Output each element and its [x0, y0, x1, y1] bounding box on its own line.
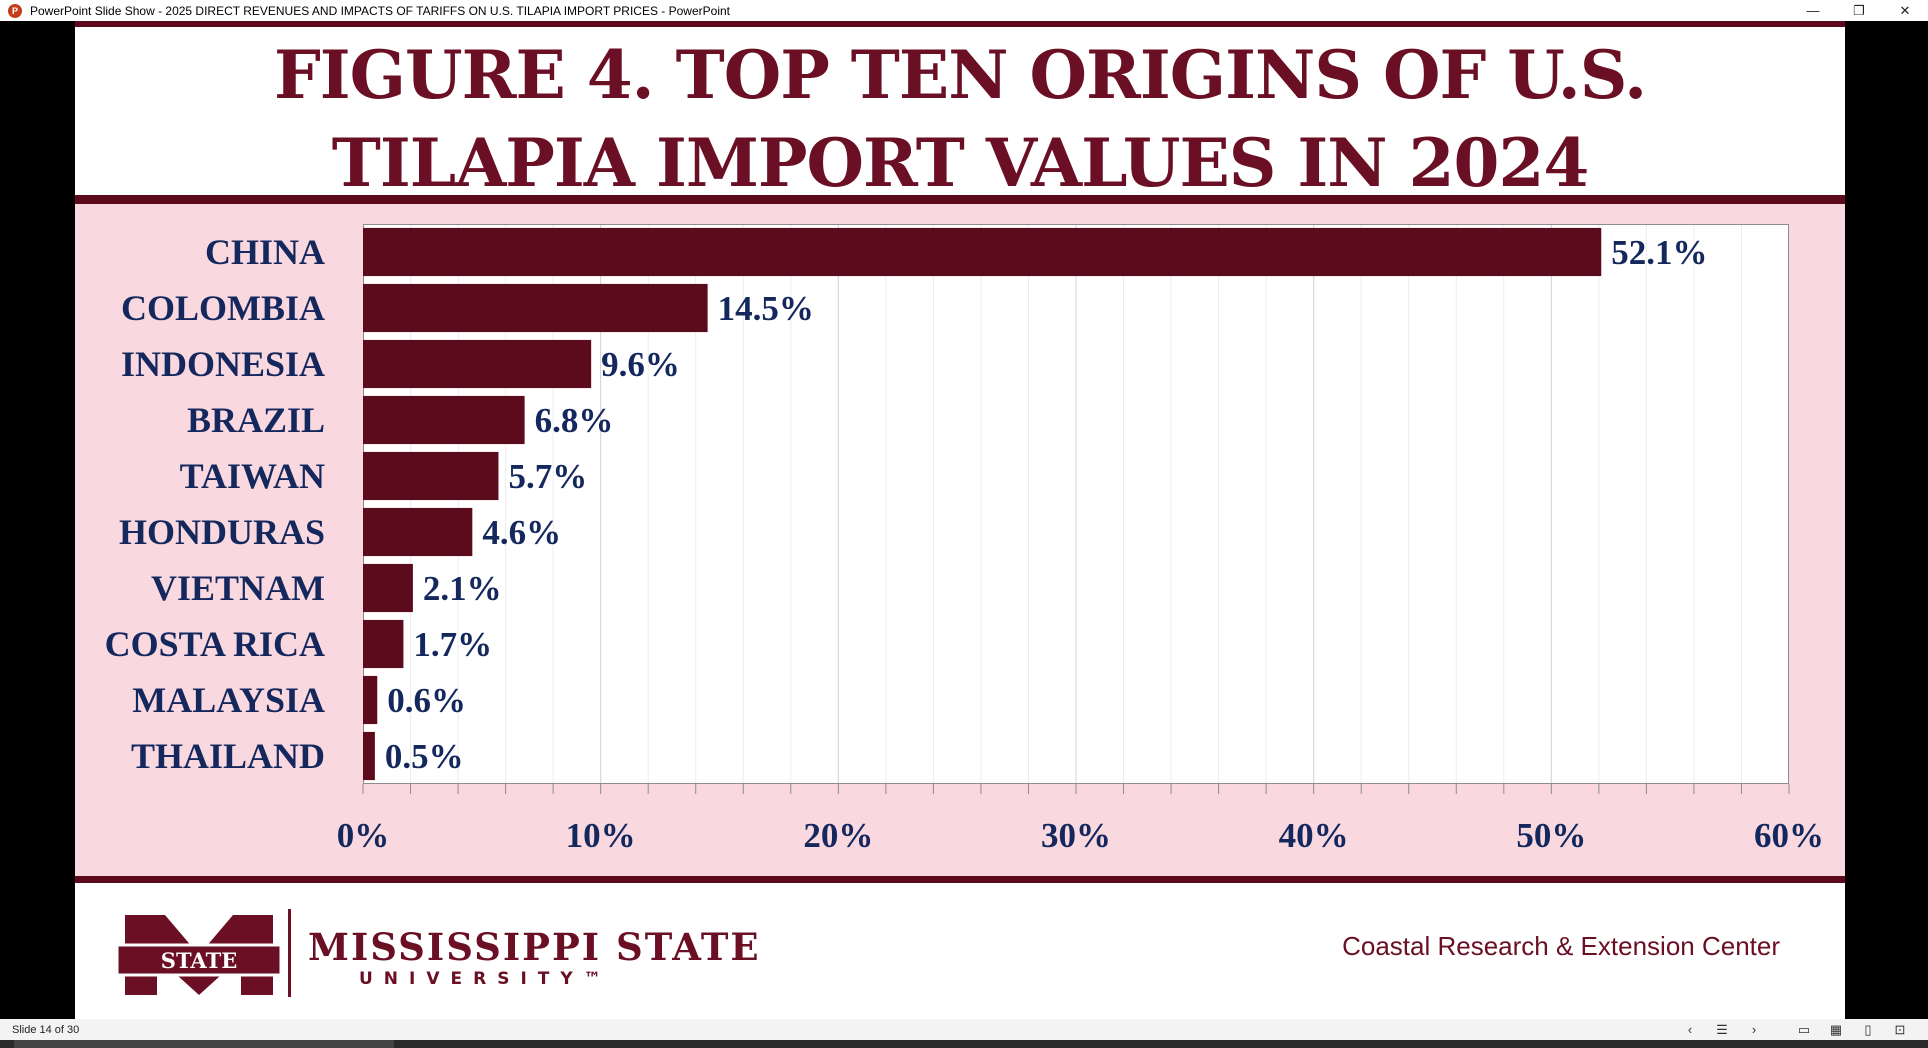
slide-counter: Slide 14 of 30: [12, 1023, 80, 1036]
slideshow-statusbar: Slide 14 of 30 ‹ ☰ › ▭ ▦ ▯ ⊡: [0, 1019, 1928, 1040]
data-label: 6.8%: [535, 401, 614, 440]
bar: [363, 339, 592, 389]
window-title: PowerPoint Slide Show - 2025 DIRECT REVE…: [30, 3, 730, 18]
slide-footer: STATE MISSISSIPPI STATE UNIVERSITY™ Coas…: [75, 883, 1845, 1019]
slideshow-view-button[interactable]: ⊡: [1894, 1021, 1906, 1037]
bar: [363, 283, 708, 333]
previous-slide-button[interactable]: ‹: [1687, 1022, 1693, 1037]
reading-view-button[interactable]: ▯: [1864, 1021, 1872, 1037]
category-label: THAILAND: [131, 736, 325, 776]
x-tick-label: 10%: [566, 816, 636, 855]
x-tick-label: 40%: [1279, 816, 1349, 855]
category-label: MALAYSIA: [132, 680, 325, 720]
university-subtitle: UNIVERSITY™: [359, 969, 612, 989]
taskbar-active-item[interactable]: [14, 1040, 394, 1048]
data-label: 2.1%: [423, 569, 502, 608]
window-titlebar: P PowerPoint Slide Show - 2025 DIRECT RE…: [0, 0, 1928, 21]
slide-menu-button[interactable]: ☰: [1716, 1021, 1728, 1037]
category-label: CHINA: [205, 232, 325, 272]
minimize-button[interactable]: —: [1806, 3, 1820, 18]
next-slide-button[interactable]: ›: [1751, 1022, 1757, 1037]
taskbar: [0, 1040, 1928, 1048]
bar: [363, 619, 404, 669]
msu-logo: STATE MISSISSIPPI STATE UNIVERSITY™: [115, 909, 759, 1001]
chart-panel: 52.1% CHINA 14.5% COLOMBIA 9.6% INDONESIA 6.8%…: [75, 204, 1845, 876]
data-label: 4.6%: [482, 513, 561, 552]
top-rule: [75, 21, 1845, 27]
slide-title-line1: FIGURE 4. TOP TEN ORIGINS OF U.S.: [273, 36, 1647, 114]
bar: [363, 507, 473, 557]
data-label: 1.7%: [413, 625, 492, 664]
data-label: 0.5%: [385, 737, 464, 776]
bar: [363, 675, 378, 725]
logo-badge-text: STATE: [161, 948, 237, 973]
category-label: VIETNAM: [151, 568, 325, 608]
close-button[interactable]: ✕: [1899, 2, 1911, 18]
category-label: TAIWAN: [180, 456, 325, 496]
bar: [363, 227, 1602, 277]
data-label: 14.5%: [718, 289, 814, 328]
x-tick-label: 50%: [1516, 816, 1586, 855]
bottom-rule: [75, 876, 1845, 885]
slide-title: FIGURE 4. TOP TEN ORIGINS OF U.S. TILAPI…: [75, 31, 1845, 207]
slide[interactable]: FIGURE 4. TOP TEN ORIGINS OF U.S. TILAPI…: [75, 21, 1845, 1019]
restore-button[interactable]: ❐: [1853, 2, 1865, 18]
category-label: COSTA RICA: [105, 624, 325, 664]
category-label: INDONESIA: [121, 344, 325, 384]
bar: [363, 563, 413, 613]
logo-divider: [288, 909, 291, 997]
x-tick-label: 20%: [803, 816, 873, 855]
slide-title-line2: TILAPIA IMPORT VALUES IN 2024: [331, 124, 1590, 202]
x-tick-label: 0%: [337, 816, 390, 855]
data-label: 5.7%: [508, 457, 587, 496]
powerpoint-app-icon[interactable]: P: [8, 3, 22, 18]
data-label: 0.6%: [387, 681, 466, 720]
category-label: BRAZIL: [187, 400, 325, 440]
data-label: 9.6%: [601, 345, 680, 384]
bar-chart: 52.1% CHINA 14.5% COLOMBIA 9.6% INDONESIA 6.8%…: [105, 225, 1824, 855]
bar: [363, 395, 525, 445]
x-tick-label: 60%: [1754, 816, 1824, 855]
slide-sorter-button[interactable]: ▦: [1829, 1021, 1843, 1037]
x-tick-label: 30%: [1041, 816, 1111, 855]
bar: [363, 731, 375, 781]
data-label: 52.1%: [1611, 233, 1707, 272]
bar: [363, 451, 499, 501]
university-name: MISSISSIPPI STATE: [308, 925, 761, 969]
category-label: HONDURAS: [119, 512, 325, 552]
category-label: COLOMBIA: [121, 288, 325, 328]
title-rule: [75, 195, 1845, 204]
normal-view-button[interactable]: ▭: [1797, 1021, 1811, 1037]
msu-m-logo-icon: STATE: [115, 915, 283, 995]
center-name: Coastal Research & Extension Center: [1342, 931, 1780, 961]
